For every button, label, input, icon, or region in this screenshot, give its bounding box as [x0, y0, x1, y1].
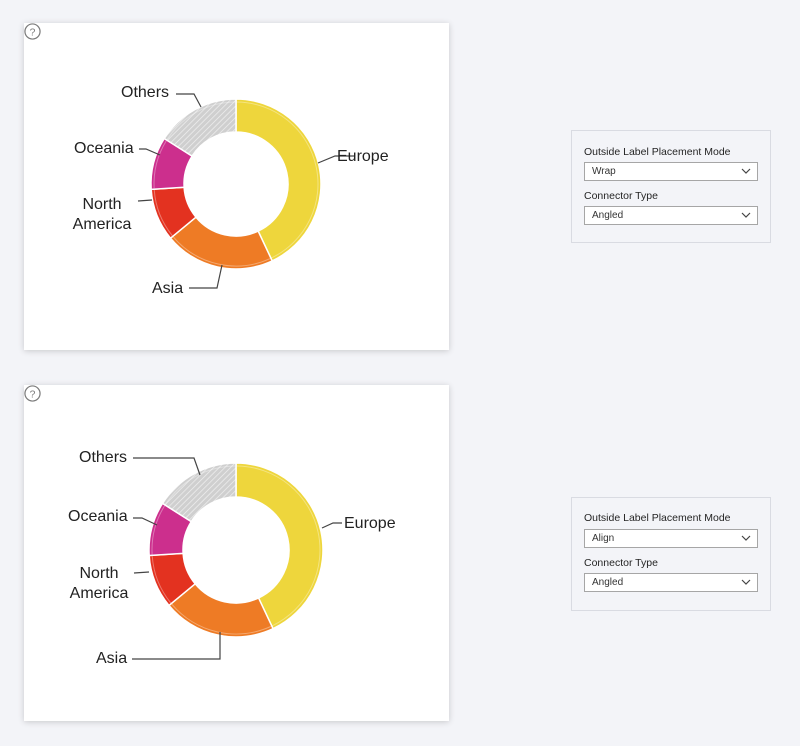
slice-highlight — [165, 465, 236, 505]
connector-type-label: Connector Type — [584, 190, 658, 202]
slice-others[interactable] — [163, 98, 237, 158]
help-icon[interactable]: ? — [24, 23, 41, 40]
donut-group — [150, 98, 322, 270]
connector-north-america — [137, 199, 153, 202]
slice-highlight — [153, 189, 173, 236]
slice-highlight — [151, 505, 166, 555]
chevron-down-icon — [741, 212, 751, 218]
donut-chart-svg — [137, 93, 355, 289]
connector-type-label: Connector Type — [584, 557, 658, 569]
svg-text:?: ? — [30, 389, 36, 400]
settings-panel-wrap: Outside Label Placement Mode Wrap Connec… — [571, 130, 771, 243]
label-europe: Europe — [344, 515, 396, 532]
label-north-america-line1: North — [82, 196, 122, 213]
connector-europe — [317, 155, 355, 164]
slice-highlight — [236, 101, 319, 259]
slice-europe[interactable] — [235, 462, 324, 630]
chevron-down-icon — [741, 535, 751, 541]
placement-mode-value: Align — [592, 533, 615, 544]
slice-highlight — [166, 101, 236, 140]
slice-highlight — [236, 465, 321, 627]
donut-group — [148, 462, 324, 638]
connector-oceania — [139, 148, 161, 156]
chevron-down-icon — [741, 579, 751, 585]
label-north-america-line2: America — [72, 216, 132, 233]
chevron-down-icon — [741, 168, 751, 174]
placement-mode-dropdown[interactable]: Wrap — [584, 162, 758, 181]
slice-highlight — [151, 556, 172, 604]
connector-type-value: Angled — [592, 577, 624, 588]
donut-chart-svg — [132, 457, 342, 660]
connector-oceania — [133, 517, 158, 526]
donut-chart-card-wrap: ? Europe Asia North America Oceania Othe… — [24, 23, 449, 350]
slice-highlight — [172, 236, 271, 267]
label-asia: Asia — [96, 650, 128, 667]
label-north-america-line1: North — [79, 565, 119, 582]
label-europe: Europe — [337, 148, 389, 165]
label-others: Others — [121, 84, 170, 101]
connector-asia — [132, 632, 221, 660]
connector-others — [133, 457, 201, 476]
help-icon[interactable]: ? — [24, 385, 41, 402]
placement-mode-label: Outside Label Placement Mode — [584, 146, 731, 158]
placement-mode-label: Outside Label Placement Mode — [584, 512, 731, 524]
placement-mode-value: Wrap — [592, 166, 616, 177]
slice-europe[interactable] — [235, 98, 322, 262]
svg-text:?: ? — [30, 27, 36, 38]
label-oceania: Oceania — [68, 508, 128, 525]
slice-highlight — [153, 140, 167, 189]
label-asia: Asia — [152, 280, 184, 297]
label-oceania: Oceania — [74, 140, 134, 157]
connector-north-america — [133, 571, 150, 574]
placement-mode-dropdown[interactable]: Align — [584, 529, 758, 548]
connector-europe — [321, 522, 342, 529]
label-north-america: North America — [70, 195, 134, 235]
label-north-america-line2: America — [69, 585, 129, 602]
slice-highlight — [171, 603, 272, 635]
connector-type-dropdown[interactable]: Angled — [584, 573, 758, 592]
slice-others[interactable] — [161, 462, 237, 523]
label-others: Others — [79, 449, 128, 466]
settings-panel-align: Outside Label Placement Mode Align Conne… — [571, 497, 771, 611]
donut-chart-card-align: ? Europe Asia North America Oceania Othe… — [24, 385, 449, 721]
connector-type-value: Angled — [592, 210, 624, 221]
connector-asia — [189, 264, 223, 289]
connector-others — [176, 93, 202, 108]
label-north-america: North America — [67, 564, 131, 604]
connector-type-dropdown[interactable]: Angled — [584, 206, 758, 225]
